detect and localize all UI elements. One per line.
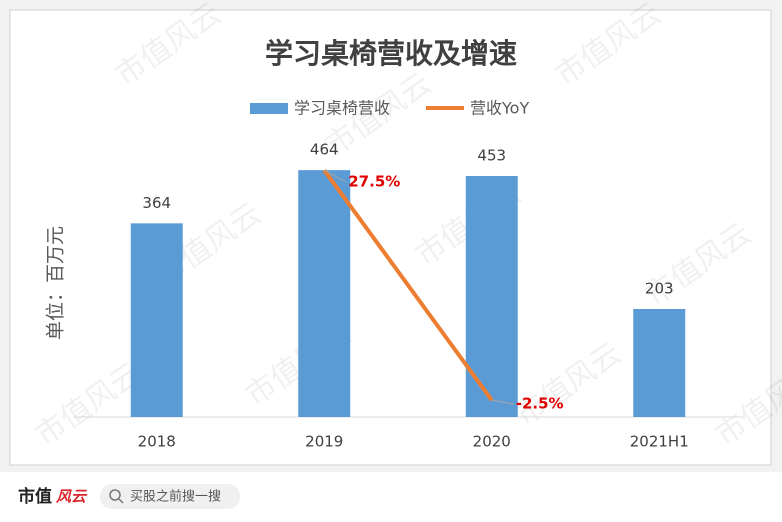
bar-value-label: 364: [142, 194, 171, 212]
legend-label: 学习桌椅营收: [294, 99, 390, 118]
search-box[interactable]: [100, 484, 240, 509]
line-value-label: -2.5%: [516, 395, 564, 413]
search-icon: [109, 489, 121, 501]
bar-value-label: 453: [477, 147, 506, 165]
leader-line: [324, 169, 347, 183]
bar: [130, 223, 183, 417]
bar: [465, 176, 518, 417]
legend-swatch: [250, 103, 288, 114]
search-text[interactable]: 买股之前搜一搜: [130, 489, 221, 505]
x-tick-label: 2018: [138, 433, 176, 451]
bar: [298, 170, 351, 417]
x-tick-label: 2020: [473, 433, 511, 451]
x-tick-label: 2019: [305, 433, 343, 451]
y-axis-label: 单位：百万元: [45, 226, 67, 340]
footer-brand-accent: 风云: [55, 488, 88, 506]
chart-title: 学习桌椅营收及增速: [265, 37, 517, 70]
bar-value-label: 203: [645, 280, 674, 298]
bar-value-label: 464: [310, 141, 339, 159]
leader-line: [491, 399, 514, 405]
footer-brand: 市值: [18, 486, 52, 507]
bar: [633, 309, 686, 417]
x-tick-label: 2021H1: [630, 433, 689, 451]
legend-label: 营收YoY: [470, 99, 529, 118]
search-icon-handle: [118, 498, 124, 504]
line-value-label: 27.5%: [348, 173, 400, 191]
line-series: [322, 168, 494, 402]
